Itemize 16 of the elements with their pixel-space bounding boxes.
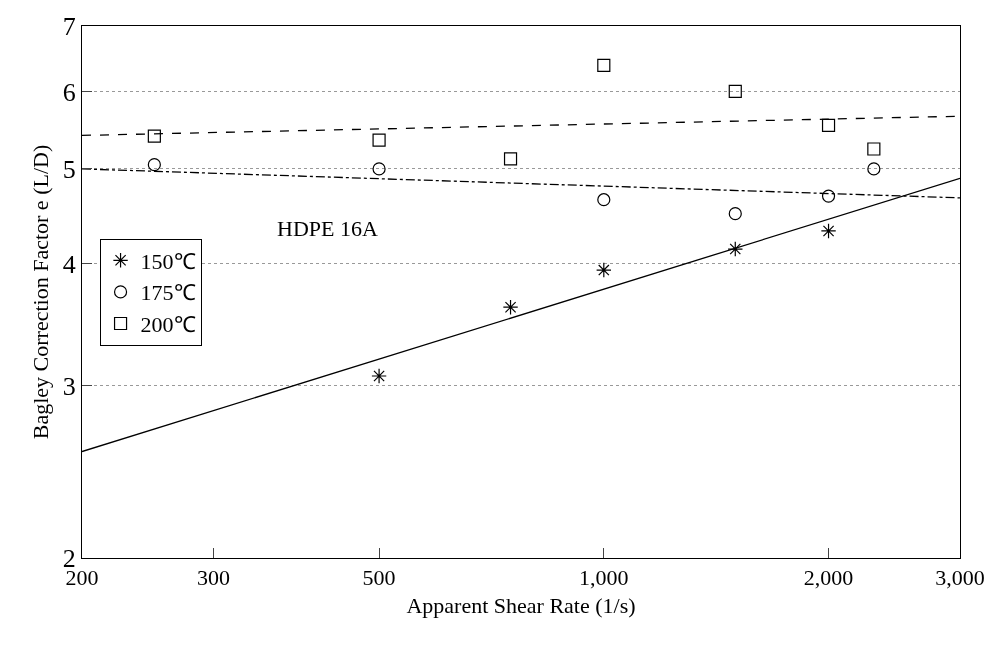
x-axis-title: Apparent Shear Rate (1/s): [406, 593, 636, 619]
y-tick-label: 7: [62, 12, 76, 42]
legend-label: 175℃: [140, 280, 196, 306]
annotation: HDPE 16A: [277, 216, 378, 241]
x-tick-label: 1,000: [579, 565, 629, 591]
legend-label: 150℃: [140, 248, 196, 274]
y-axis-title: Bagley Correction Factor e (L/D): [27, 144, 53, 440]
x-tick-label: 3,000: [935, 565, 985, 591]
y-tick-label: 5: [62, 154, 76, 184]
y-tick-label: 3: [62, 371, 76, 401]
y-tick-label: 4: [62, 249, 76, 279]
legend-label: 200℃: [140, 312, 196, 338]
x-tick-label: 500: [362, 565, 396, 591]
x-tick-label: 2,000: [803, 565, 854, 591]
x-tick-label: 300: [196, 565, 230, 591]
y-tick-label: 6: [62, 77, 76, 107]
